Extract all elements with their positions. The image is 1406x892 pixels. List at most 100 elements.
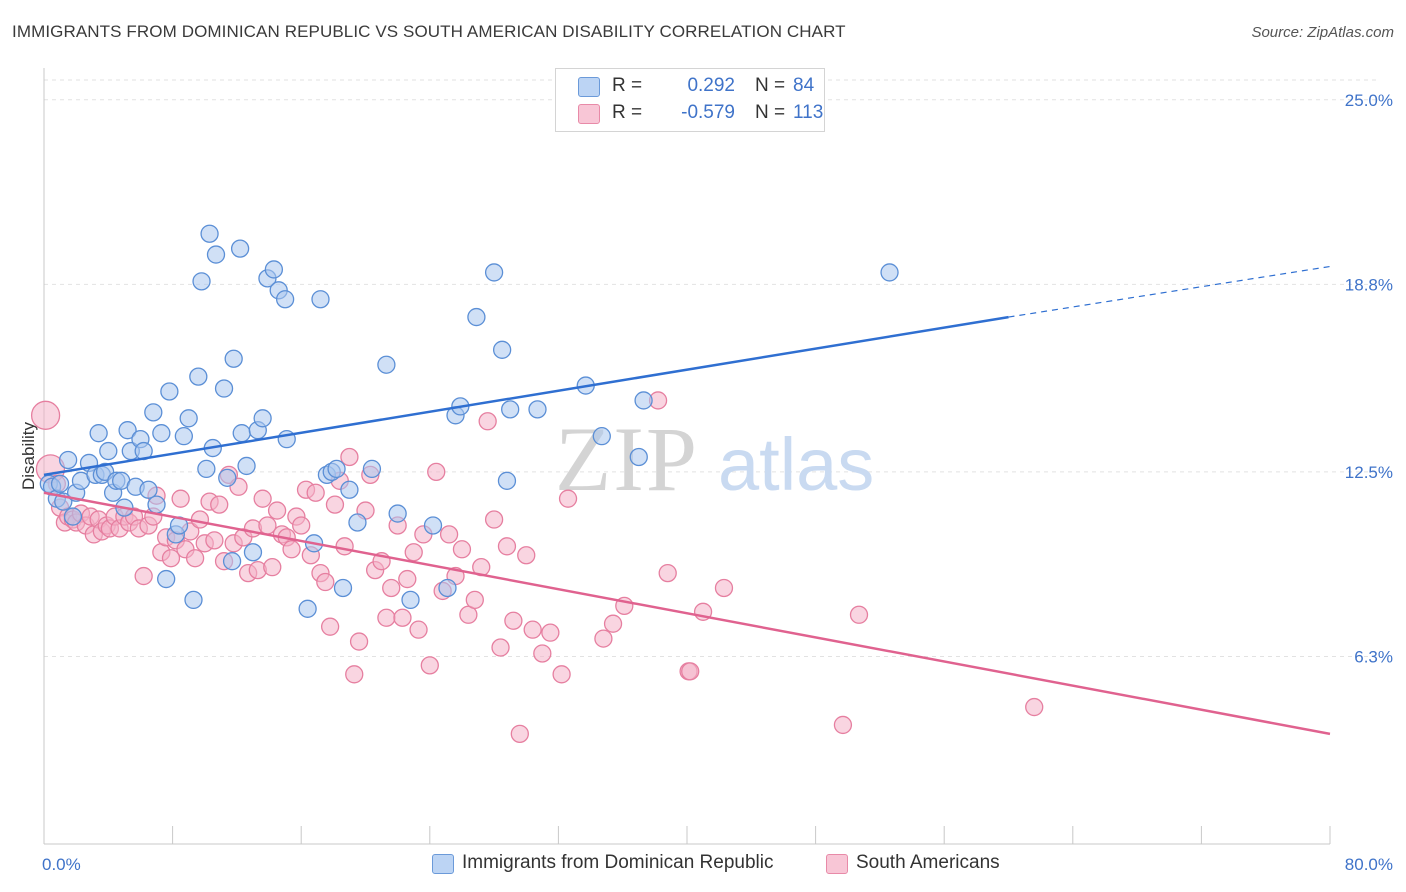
- dominican-point: [634, 391, 653, 410]
- axis-labels: Disability 6.3% 12.5% 18.8% 25.0% 0.0% 80.0%: [19, 91, 1393, 874]
- south-american-point: [349, 632, 369, 651]
- south-american-point: [541, 623, 560, 642]
- dominican-point: [298, 599, 317, 618]
- dominican-point: [50, 474, 70, 493]
- axes: [43, 68, 1331, 845]
- dominican-point: [232, 424, 251, 443]
- dominican-point: [528, 400, 547, 419]
- south-american-point: [282, 540, 301, 559]
- dominican-point: [152, 424, 171, 443]
- south-american-point: [465, 590, 484, 610]
- dominican-point: [189, 367, 208, 386]
- south-american-point: [30, 400, 61, 430]
- dominican-point: [184, 590, 203, 610]
- dominican-point: [629, 447, 648, 467]
- dominican-point: [206, 245, 226, 264]
- dominican-point: [264, 260, 284, 279]
- south-american-point: [205, 531, 224, 550]
- south-american-point: [345, 665, 364, 684]
- dominican-point: [179, 409, 198, 428]
- dominican-point: [118, 421, 137, 440]
- south-american-point: [420, 656, 439, 675]
- dominican-point: [99, 441, 118, 461]
- south-american-point: [658, 563, 677, 583]
- south-american-point: [517, 546, 536, 565]
- dominican-point: [218, 468, 237, 487]
- blue-swatch: [578, 77, 600, 97]
- south-american-point: [849, 605, 869, 624]
- dominican-point: [160, 382, 179, 401]
- dominican-point: [880, 263, 899, 282]
- south-american-point: [714, 578, 734, 598]
- dominican-point: [139, 480, 158, 499]
- south-american-point: [335, 537, 354, 556]
- y-tick-label: 6.3%: [1354, 647, 1393, 666]
- south-american-point: [263, 557, 282, 577]
- south-american-point: [484, 510, 504, 529]
- dominican-point: [467, 307, 486, 327]
- dominican-point: [484, 263, 504, 282]
- dominican-point: [401, 590, 420, 610]
- south-american-point: [398, 569, 417, 589]
- dominican-point: [230, 239, 250, 258]
- south-american-point: [681, 662, 700, 681]
- dominican-point: [501, 400, 520, 419]
- south-american-point: [393, 608, 412, 627]
- n-value: 113: [793, 102, 824, 123]
- dominican-point: [89, 424, 108, 443]
- south-american-point: [491, 638, 510, 657]
- pink-swatch: [826, 854, 848, 874]
- south-american-point: [404, 543, 423, 562]
- watermark-zip: ZIP: [555, 408, 699, 510]
- south-american-point: [552, 665, 571, 684]
- dominican-point: [200, 224, 219, 243]
- south-american-point: [306, 483, 325, 502]
- watermark-atlas: atlas: [718, 423, 874, 506]
- r-label: R =: [612, 102, 643, 123]
- n-value: 84: [793, 75, 815, 96]
- south-american-point: [377, 608, 396, 627]
- dominican-point: [275, 290, 295, 309]
- dominican-point: [192, 272, 211, 291]
- south-american-point: [478, 412, 497, 431]
- y-tick-label: 18.8%: [1345, 275, 1393, 294]
- dominican-point: [147, 495, 166, 514]
- n-label: N =: [755, 75, 786, 96]
- pink-swatch: [578, 104, 600, 124]
- dominican-trend-extension: [1008, 265, 1331, 318]
- chart-title: IMMIGRANTS FROM DOMINICAN REPUBLIC VS SO…: [12, 22, 846, 41]
- legend-label: South Americans: [856, 852, 1000, 873]
- dominican-point: [224, 349, 243, 368]
- r-value: 0.292: [687, 75, 735, 96]
- south-american-point: [210, 495, 229, 514]
- x-tick-label-max: 80.0%: [1345, 855, 1393, 874]
- dominican-point: [157, 569, 176, 589]
- dominican-point: [237, 456, 256, 476]
- south-american-point: [161, 549, 181, 568]
- south-american-point: [185, 549, 205, 568]
- x-tick-label-min: 0.0%: [42, 855, 81, 874]
- south-american-point: [594, 629, 613, 648]
- dominican-point: [377, 355, 396, 374]
- south-american-point: [340, 447, 359, 467]
- watermark: ZIP atlas: [555, 408, 874, 510]
- south-american-point: [253, 489, 272, 508]
- dominican-point: [423, 516, 443, 535]
- south-american-point: [523, 620, 542, 639]
- south-american-trend-line: [43, 491, 1331, 736]
- south-american-point: [833, 715, 853, 735]
- south-american-point: [427, 462, 446, 482]
- dominican-point: [253, 409, 272, 428]
- trend-lines: [43, 265, 1331, 736]
- dominican-point: [438, 578, 457, 598]
- dominican-point: [197, 459, 216, 479]
- y-tick-label: 12.5%: [1345, 463, 1393, 482]
- south-american-point: [439, 525, 459, 544]
- y-axis-label: Disability: [19, 421, 38, 490]
- south-american-point: [190, 510, 210, 529]
- dominican-point: [63, 507, 83, 526]
- dominican-point: [497, 471, 517, 490]
- south-american-point: [267, 501, 287, 520]
- y-tick-label: 25.0%: [1345, 91, 1393, 110]
- correlation-legend: R = 0.292 N = 84 R = -0.579 N = 113: [555, 68, 825, 132]
